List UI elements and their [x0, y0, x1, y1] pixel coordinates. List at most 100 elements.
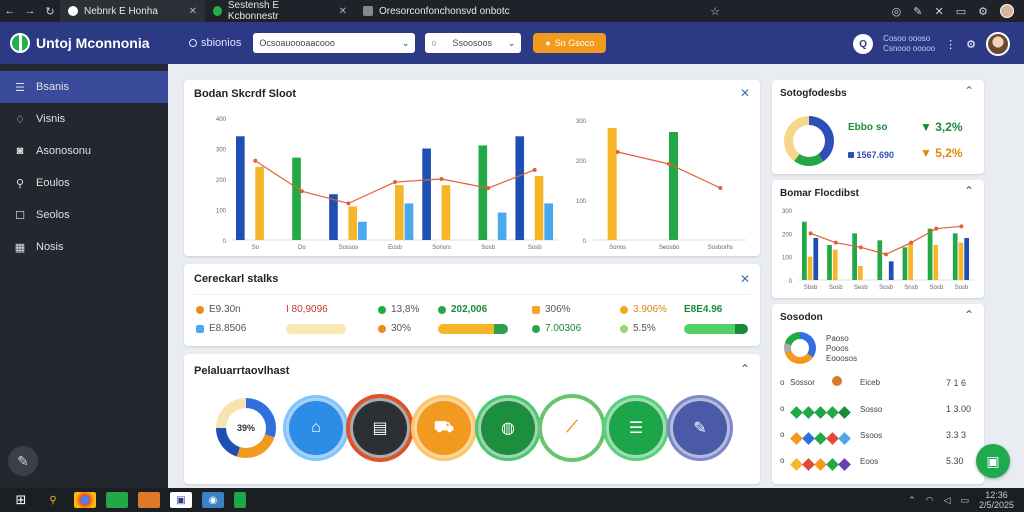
- wifi-icon[interactable]: ◠: [925, 494, 934, 505]
- document-icon[interactable]: ☰: [606, 398, 666, 458]
- x-tick-label: Sosb: [528, 245, 542, 251]
- truck-icon[interactable]: ⛟: [414, 398, 474, 458]
- card-title: Bomar Flocdibst: [780, 188, 859, 199]
- browser-tab-3[interactable]: Oresorconfonchonsvd onbotc: [355, 0, 525, 22]
- extension-icon[interactable]: ◎: [891, 5, 902, 18]
- chevron-up-icon[interactable]: ⌃: [963, 308, 974, 322]
- select-value: Ocsoauoooaacooo: [259, 38, 335, 48]
- browser-tab-2[interactable]: Sestensh E Kcbonnestr ✕: [205, 0, 355, 22]
- metric-item: 13,8%: [378, 304, 419, 315]
- menu-icon[interactable]: ▭: [955, 5, 967, 18]
- wrench-icon: ⚲: [15, 177, 25, 190]
- tools-icon[interactable]: ✎: [670, 398, 730, 458]
- action-button-label: Sn Gsoco: [554, 38, 595, 48]
- pin-icon[interactable]: ✎: [913, 5, 923, 18]
- search-icon[interactable]: Q: [853, 34, 874, 54]
- x-tick-label: Sonsrs: [432, 245, 451, 251]
- folder-icon[interactable]: [138, 492, 160, 508]
- volume-icon[interactable]: ◁: [943, 494, 951, 505]
- x-tick-label: Sesb: [854, 285, 868, 291]
- row-label: Ssoos: [860, 431, 883, 440]
- list-item[interactable]: o Sosso 1 3.00: [780, 402, 976, 419]
- card-title: Bodan Skcrdf Sloot: [194, 88, 297, 100]
- metric-item: 202,006: [438, 304, 487, 315]
- close-window-icon[interactable]: ✕: [934, 5, 944, 18]
- donut-label: Pooos: [826, 344, 849, 353]
- avatar[interactable]: [986, 32, 1010, 56]
- home-icon[interactable]: ⌂: [286, 398, 346, 458]
- calendar-icon[interactable]: ▤: [350, 398, 410, 458]
- progress-bar: [684, 324, 748, 334]
- trend-point: [934, 226, 939, 231]
- chevron-up-icon[interactable]: ⌃: [963, 184, 974, 198]
- sidebar-item-2[interactable]: ♢ Visnis: [0, 103, 168, 135]
- app-icon[interactable]: [106, 492, 128, 508]
- bar: [927, 228, 933, 280]
- arrow-down-icon: ▼: [920, 146, 932, 160]
- chevron-up-icon[interactable]: ⌃: [739, 362, 750, 376]
- sidebar-item-label: Seolos: [36, 209, 70, 221]
- trend-point: [346, 201, 351, 206]
- clock[interactable]: 12:36 2/5/2025: [979, 490, 1014, 510]
- bar: [292, 157, 301, 240]
- y-tick-label: 100: [576, 199, 587, 205]
- sidebar-item-6[interactable]: ▦ Nosis: [0, 231, 168, 263]
- x-tick-label: Seosbo: [659, 245, 680, 251]
- metric-label: E9.30n: [209, 304, 241, 315]
- chevron-up-icon[interactable]: ⌃: [908, 494, 916, 505]
- list-item[interactable]: o Sossor Eiceb 7 1 6: [780, 376, 976, 390]
- bar: [478, 145, 488, 240]
- close-icon[interactable]: ✕: [739, 86, 750, 100]
- list-item[interactable]: o Eoos 5.30: [780, 454, 976, 471]
- forward-icon[interactable]: →: [24, 5, 36, 17]
- metric-item: E8E4.96: [684, 304, 722, 315]
- chevron-up-icon[interactable]: ⌃: [963, 84, 974, 98]
- list-item[interactable]: o Ssoos 3.3 3: [780, 428, 976, 445]
- briefcase-icon[interactable]: ▣: [170, 492, 192, 508]
- profile-icon[interactable]: [1000, 4, 1014, 18]
- sidebar-item-4[interactable]: ⚲ Eoulos: [0, 167, 168, 199]
- edit-icon[interactable]: ✎: [8, 446, 38, 476]
- browser-tab-1[interactable]: Nebnrk E Honha ✕: [60, 0, 205, 22]
- metric-label: 7.00306: [545, 323, 582, 334]
- document-fab-button[interactable]: ▣: [976, 444, 1010, 478]
- stat-pct-value: 5,2%: [935, 146, 963, 160]
- excel-icon[interactable]: [234, 492, 246, 508]
- filter-select-1[interactable]: Ocsoauoooaacooo ⌄: [253, 33, 416, 53]
- battery-icon[interactable]: ▭: [960, 494, 969, 505]
- donut-chart: [784, 332, 816, 364]
- sidebar-item-label: Nosis: [36, 241, 64, 253]
- search-icon[interactable]: ⚲: [49, 494, 57, 506]
- sidebar-item-3[interactable]: ◙ Asonosonu: [0, 135, 168, 167]
- edge-icon[interactable]: ◉: [202, 492, 224, 508]
- chrome-icon[interactable]: [74, 492, 96, 508]
- windows-start-icon[interactable]: ⊞: [15, 492, 27, 507]
- taskbar: ⊞ ⚲ ▣ ◉ ⌃ ◠ ◁ ▭ 12:36 2/5/2025: [0, 488, 1024, 512]
- back-icon[interactable]: ←: [4, 5, 16, 17]
- close-icon[interactable]: ✕: [188, 5, 197, 17]
- action-button[interactable]: ● Sn Gsoco: [533, 33, 607, 53]
- status-dot: [196, 324, 204, 333]
- brand[interactable]: Untoj Mconnonia: [0, 33, 185, 53]
- progress-bar: [438, 324, 508, 334]
- status-dot: [378, 305, 386, 314]
- more-vertical-icon[interactable]: ⋮: [945, 38, 957, 51]
- close-icon[interactable]: ✕: [338, 5, 347, 17]
- globe-icon[interactable]: ◍: [478, 398, 538, 458]
- chart-line-icon[interactable]: ⟋: [542, 398, 602, 458]
- filter-select-2[interactable]: ○ Ssoosoos ⌄: [425, 33, 522, 53]
- star-icon[interactable]: ☆: [710, 5, 720, 18]
- close-icon[interactable]: ✕: [739, 272, 750, 286]
- reload-icon[interactable]: ↻: [45, 5, 55, 18]
- metric-label: I 80,9096: [286, 304, 328, 315]
- select-value: Ssoosoos: [452, 38, 493, 48]
- settings-icon[interactable]: ⚙: [966, 38, 976, 51]
- y-tick-label: 300: [216, 148, 227, 154]
- x-tick-label: Sosborhs: [708, 245, 733, 251]
- browser-controls: ◎ ✎ ✕ ▭ ⚙: [892, 4, 1024, 18]
- sidebar-item-5[interactable]: ☐ Seolos: [0, 199, 168, 231]
- trend-point: [393, 180, 397, 185]
- sidebar-item-1[interactable]: ☰ Bsanis: [0, 71, 168, 103]
- trend-point: [532, 167, 537, 172]
- settings-icon[interactable]: ⚙: [978, 5, 988, 18]
